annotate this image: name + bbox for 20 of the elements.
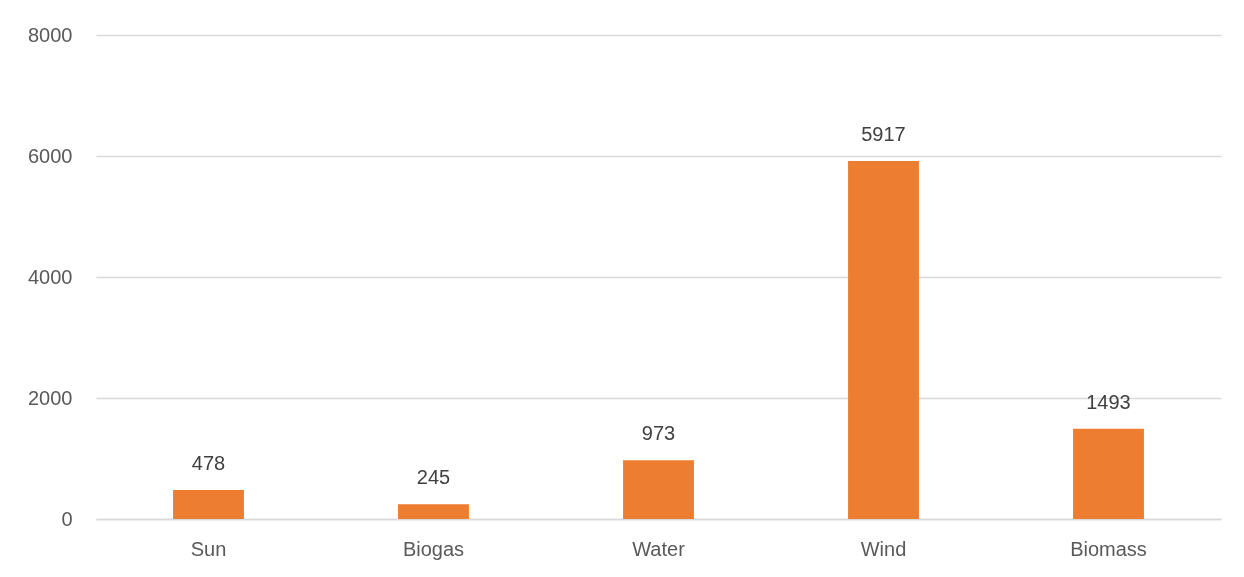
data-label: 1493	[1086, 390, 1131, 413]
data-label: 5917	[861, 123, 906, 146]
x-tick-label: Biomass	[1070, 537, 1147, 560]
y-tick-label: 8000	[28, 23, 73, 46]
data-label: 973	[641, 422, 676, 445]
x-tick-label: Water	[632, 537, 686, 560]
bar	[1073, 428, 1144, 519]
bar	[173, 490, 244, 519]
x-tick-label: Wind	[860, 537, 907, 560]
y-tick-label: 2000	[28, 386, 73, 409]
data-label: 245	[416, 466, 451, 489]
x-tick-label: Biogas	[402, 537, 465, 560]
y-tick-label: 0	[61, 507, 73, 530]
bar	[623, 460, 694, 519]
bar	[398, 504, 469, 519]
y-tick-label: 4000	[28, 265, 73, 288]
bar	[848, 161, 919, 519]
x-tick-label: Sun	[190, 537, 227, 560]
data-label: 478	[191, 452, 226, 475]
y-tick-label: 6000	[28, 144, 73, 167]
